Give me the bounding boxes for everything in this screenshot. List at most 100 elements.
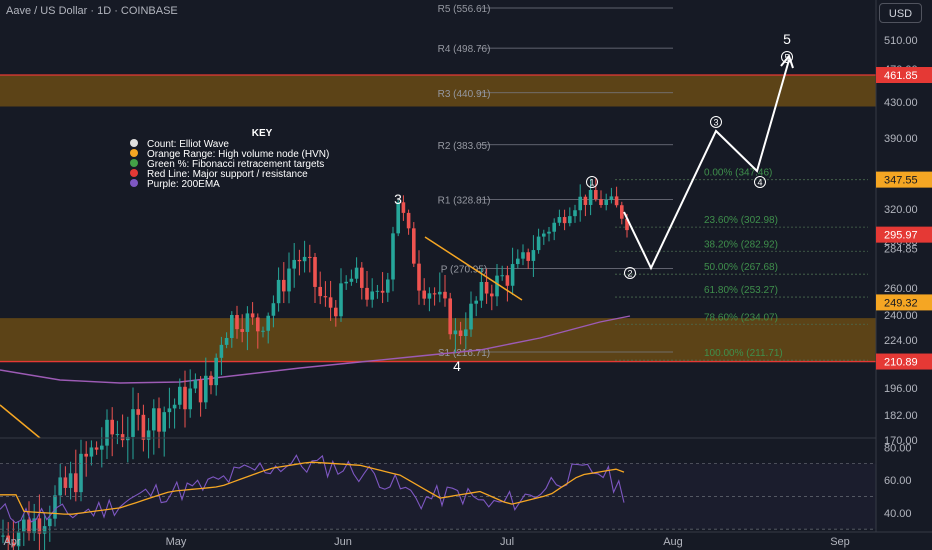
candle xyxy=(323,281,328,307)
candle xyxy=(22,513,26,546)
candle-body xyxy=(256,317,260,332)
candle-body xyxy=(427,293,432,299)
candle-body xyxy=(37,518,42,534)
candle-body xyxy=(474,300,478,304)
ema-200 xyxy=(0,315,631,384)
candle-body xyxy=(469,303,473,330)
price-axis-bg xyxy=(876,0,932,550)
candle xyxy=(510,247,515,296)
candle xyxy=(401,195,406,221)
candle-body xyxy=(167,408,172,413)
candle xyxy=(53,485,57,527)
candle-body xyxy=(360,267,364,288)
candle-body xyxy=(505,275,510,286)
candle-body xyxy=(297,259,302,262)
candle xyxy=(328,280,333,321)
price-badge-label: 210.89 xyxy=(884,357,918,369)
candle xyxy=(89,440,94,466)
candle xyxy=(172,398,177,429)
wave-circle xyxy=(624,267,636,279)
price-tick-label: 196.00 xyxy=(884,383,918,395)
candle xyxy=(11,519,16,550)
candle xyxy=(152,399,156,455)
candle xyxy=(105,409,109,460)
candle xyxy=(271,295,276,328)
candle-body xyxy=(375,290,380,292)
candle-body xyxy=(32,518,36,534)
candle xyxy=(276,267,281,312)
fib-label: 100.00% (211.71) xyxy=(704,348,783,359)
candle xyxy=(209,371,213,395)
candle xyxy=(79,439,83,502)
candle xyxy=(417,250,421,305)
candle-body xyxy=(432,293,437,295)
candle-body xyxy=(620,205,624,219)
candle xyxy=(287,252,291,304)
time-axis[interactable]: Apr May Jun Jul Aug Sep xyxy=(0,531,932,548)
candle xyxy=(16,521,21,550)
rsi-tick-label: 80.00 xyxy=(884,442,912,454)
candle-body xyxy=(323,296,328,298)
candle xyxy=(406,209,411,235)
candle xyxy=(562,209,567,231)
rsi-tick-label: 60.00 xyxy=(884,475,912,487)
candle-body xyxy=(479,281,484,301)
candle-body xyxy=(526,252,530,261)
candle-body xyxy=(536,236,541,251)
currency-button[interactable]: USD xyxy=(879,3,922,23)
candle-body xyxy=(422,290,426,299)
rsi-pane xyxy=(0,437,932,530)
candle-body xyxy=(625,218,629,231)
candle xyxy=(443,275,447,307)
candle-body xyxy=(531,250,536,261)
candle-body xyxy=(464,329,468,337)
candle-body xyxy=(42,526,47,534)
ticker-title: Aave / US Dollar · 1D · COINBASE xyxy=(6,5,178,17)
candle xyxy=(48,505,52,542)
fib-label: 78.60% (234.07) xyxy=(704,312,778,323)
candle-body xyxy=(510,264,515,286)
candle-body xyxy=(27,519,31,534)
candle xyxy=(58,463,62,505)
wave-circle xyxy=(710,116,722,128)
wave-label: 3 xyxy=(394,191,402,207)
candle-body xyxy=(614,196,619,206)
price-tick-label: 182.00 xyxy=(884,410,918,422)
price-badge xyxy=(876,294,932,311)
candle-body xyxy=(224,337,229,345)
candle-body xyxy=(162,412,166,432)
candle xyxy=(614,186,619,208)
candle-body xyxy=(365,287,369,300)
candle xyxy=(250,302,255,325)
candle-body xyxy=(146,430,151,440)
candle-body xyxy=(1,535,5,537)
candle xyxy=(230,311,234,348)
candle xyxy=(308,244,312,273)
candle xyxy=(526,248,530,269)
candle-body xyxy=(48,518,52,527)
price-tick-label: 320.00 xyxy=(884,204,918,216)
candle xyxy=(365,270,369,307)
wave-projection xyxy=(623,59,790,271)
price-axis[interactable]: 510.00470.00430.00390.00350.00320.00290.… xyxy=(875,0,932,550)
pivot-label: S1 (216.71) xyxy=(438,348,490,359)
candle xyxy=(432,287,437,306)
candle-body xyxy=(271,303,276,316)
orange-trendline-left xyxy=(0,404,41,439)
candle xyxy=(131,387,135,460)
candle xyxy=(37,494,42,550)
wave-circle xyxy=(586,176,598,188)
candle xyxy=(141,404,146,452)
candle-body xyxy=(458,330,463,337)
candle xyxy=(552,218,556,241)
candle xyxy=(396,199,400,237)
candle-body xyxy=(157,408,161,432)
candle xyxy=(136,392,140,431)
wave-circle xyxy=(754,176,766,188)
candle-body xyxy=(250,313,255,318)
candle-body xyxy=(308,256,312,258)
price-tick-label: 430.00 xyxy=(884,97,918,109)
candle-body xyxy=(266,315,270,331)
